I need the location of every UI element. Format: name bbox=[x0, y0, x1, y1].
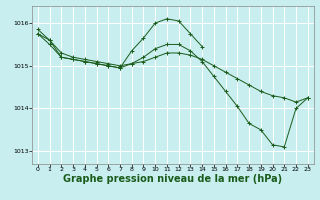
X-axis label: Graphe pression niveau de la mer (hPa): Graphe pression niveau de la mer (hPa) bbox=[63, 174, 282, 184]
